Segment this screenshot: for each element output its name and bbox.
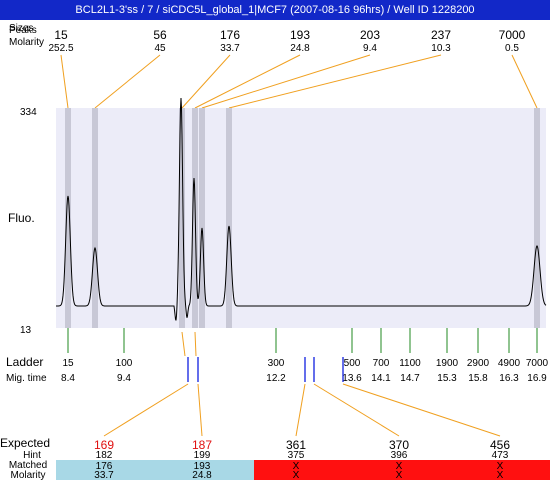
mig-time-label: Mig. time: [6, 373, 47, 384]
hint-value-label: 199: [194, 450, 211, 461]
ladder-time-label: 14.1: [371, 373, 391, 384]
hint-label: Hint: [23, 450, 41, 461]
matched-value-label: 193: [194, 461, 211, 472]
peak-link-line: [181, 54, 231, 109]
ladder-time-label: 8.4: [61, 373, 75, 384]
ladder-size-label: 500: [344, 358, 361, 369]
molarity-value-label: 24.8: [192, 470, 212, 480]
peak-band: [65, 108, 71, 328]
matched-value-label: X: [497, 461, 504, 472]
plot-background: [56, 108, 546, 328]
peak-size-label: 237: [431, 28, 451, 42]
y-min-label: 13: [20, 325, 32, 336]
peak-link-line: [511, 54, 538, 109]
peak-link-line: [228, 54, 442, 109]
ladder-time-label: 15.3: [437, 373, 457, 384]
peak-size-label: 15: [54, 28, 68, 42]
peak-band: [199, 108, 205, 328]
expected-size-label: 361: [286, 438, 306, 452]
ladder-size-label: 4900: [498, 358, 521, 369]
expected-size-label: 456: [490, 438, 510, 452]
peak-band: [534, 108, 540, 328]
molarity-value-label: X: [293, 470, 300, 480]
unmatched-background: [254, 460, 550, 480]
peak-band: [179, 108, 185, 328]
expected-link-line: [103, 383, 189, 437]
sizes-label: Sizes: [9, 23, 33, 34]
ladder-time-label: 14.7: [400, 373, 420, 384]
peak-size-label: 193: [290, 28, 310, 42]
ladder-label: Ladder: [6, 355, 43, 369]
expected-label: Expected: [0, 436, 50, 450]
expected-size-label: 370: [389, 438, 409, 452]
peak-link-line: [181, 331, 186, 357]
peak-size-label: 7000: [499, 28, 526, 42]
ladder-size-label: 15: [62, 358, 74, 369]
peak-band: [226, 108, 232, 328]
peak-molarity-label: 0.5: [505, 43, 519, 54]
peak-link-line: [194, 54, 301, 109]
matched-value-label: X: [293, 461, 300, 472]
hint-value-label: 396: [391, 450, 408, 461]
matched-label: Matched: [9, 460, 47, 471]
peak-molarity-label: 9.4: [363, 43, 377, 54]
molarity-label: Molarity: [10, 470, 45, 480]
hint-value-label: 473: [492, 450, 509, 461]
ladder-time-label: 15.8: [468, 373, 488, 384]
peak-molarity-label: 33.7: [220, 43, 240, 54]
window-title: BCL2L1-3'ss / 7 / siCDC5L_global_1|MCF7 …: [0, 0, 550, 20]
fluorescence-trace: [56, 97, 547, 321]
ladder-size-label: 100: [116, 358, 133, 369]
expected-link-line: [342, 383, 501, 437]
matched-background: [56, 460, 254, 480]
peaks-header: SizesPeaksMolarity15252.5564517633.71932…: [9, 23, 538, 109]
peak-size-label: 176: [220, 28, 240, 42]
y-max-label: 334: [20, 107, 37, 118]
peak-molarity-label: 24.8: [290, 43, 310, 54]
ladder-section: Ladder Mig. time 15 8.4 100 9.4 300 12.2 500 13.6…: [6, 328, 549, 384]
expected-size-label: 187: [192, 438, 212, 452]
peak-band: [92, 108, 98, 328]
matched-value-label: X: [396, 461, 403, 472]
ladder-size-label: 300: [268, 358, 285, 369]
molarity-label: Molarity: [9, 37, 44, 48]
expected-size-label: 169: [94, 438, 114, 452]
ladder-size-label: 700: [373, 358, 390, 369]
matched-value-label: 176: [96, 461, 113, 472]
hint-value-label: 375: [288, 450, 305, 461]
ladder-size-label: 1100: [399, 358, 421, 369]
ladder-size-label: 7000: [526, 358, 549, 369]
peak-link-line: [60, 54, 69, 109]
ladder-time-label: 12.2: [266, 373, 286, 384]
ladder-size-label: 2900: [467, 358, 490, 369]
ladder-time-label: 13.6: [342, 373, 362, 384]
peak-link-line: [201, 54, 371, 109]
peak-molarity-label: 252.5: [48, 43, 73, 54]
molarity-value-label: X: [497, 470, 504, 480]
peak-molarity-label: 45: [154, 43, 166, 54]
peak-link-line: [194, 331, 197, 357]
ladder-time-label: 16.9: [527, 373, 547, 384]
ladder-time-label: 16.3: [499, 373, 519, 384]
molarity-value-label: 33.7: [94, 470, 114, 480]
ladder-time-label: 9.4: [117, 373, 131, 384]
plot-area: 334 13 Fluo.: [8, 97, 547, 336]
hint-value-label: 182: [96, 450, 113, 461]
expected-link-line: [197, 383, 203, 437]
expected-link-line: [313, 383, 400, 437]
expected-link-line: [295, 383, 306, 437]
peaks-label: Peaks: [9, 25, 37, 36]
peak-size-label: 56: [153, 28, 167, 42]
molarity-value-label: X: [396, 470, 403, 480]
peak-size-label: 203: [360, 28, 380, 42]
y-axis-label: Fluo.: [8, 211, 35, 225]
ladder-size-label: 1900: [436, 358, 459, 369]
peak-molarity-label: 10.3: [431, 43, 451, 54]
peak-link-line: [94, 54, 161, 109]
